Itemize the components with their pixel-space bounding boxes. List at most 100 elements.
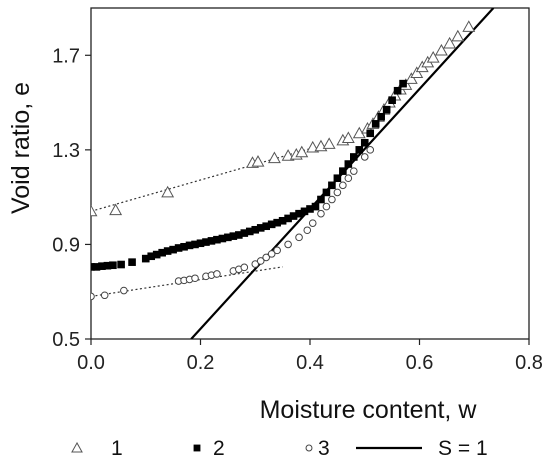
- legend-label-4: S = 1: [438, 437, 488, 460]
- data-point-series-2: [306, 205, 314, 213]
- data-point-series-2: [109, 261, 117, 270]
- data-point-series-3: [91, 292, 95, 301]
- data-point-series-2: [235, 231, 243, 239]
- data-point-series-3: [317, 209, 325, 218]
- data-point-series-1: [267, 151, 281, 164]
- data-point-series-2: [128, 258, 136, 266]
- data-point-series-2: [393, 86, 402, 95]
- data-point-series-2: [229, 232, 238, 240]
- data-point-series-1: [341, 131, 355, 144]
- data-point-series-2: [267, 220, 276, 229]
- data-point-series-2: [185, 241, 194, 250]
- data-point-series-3: [191, 274, 199, 283]
- data-point-series-1: [426, 51, 440, 63]
- x-tick-label: 0.0: [77, 352, 105, 374]
- data-point-series-2: [141, 254, 150, 263]
- legend-label-2: 2: [213, 437, 225, 460]
- x-tick-label: 0.2: [187, 352, 215, 374]
- data-point-series-2: [169, 245, 177, 254]
- data-point-series-3: [339, 181, 347, 190]
- legend-label-3: 3: [318, 437, 330, 460]
- data-point-series-2: [213, 235, 221, 244]
- legend-marker-filled-square: [193, 444, 201, 452]
- data-point-series-1: [443, 36, 457, 49]
- data-point-series-2: [245, 227, 254, 236]
- data-point-series-3: [100, 291, 109, 300]
- data-point-series-2: [328, 181, 336, 190]
- data-point-series-2: [262, 222, 270, 231]
- data-point-series-3: [322, 202, 331, 211]
- data-point-series-2: [103, 261, 112, 270]
- y-tick-label: 1.7: [52, 45, 80, 67]
- data-point-series-2: [399, 79, 407, 88]
- data-point-series-1: [295, 145, 309, 158]
- data-point-series-3: [262, 253, 271, 262]
- data-point-series-2: [284, 214, 292, 223]
- y-tick-label: 1.3: [52, 140, 80, 162]
- data-point-series-3: [267, 250, 276, 258]
- data-point-series-2: [202, 238, 210, 246]
- data-point-series-3: [256, 257, 265, 265]
- data-point-series-2: [98, 262, 106, 270]
- data-point-series-2: [355, 146, 364, 154]
- y-tick-label: 0.9: [52, 234, 80, 256]
- data-point-series-2: [152, 250, 161, 259]
- data-point-series-2: [300, 207, 309, 216]
- data-point-series-2: [158, 248, 166, 257]
- data-point-series-2: [273, 218, 281, 227]
- data-point-series-3: [308, 219, 317, 227]
- data-point-series-2: [377, 112, 385, 121]
- legend: 1 2 3 S = 1: [71, 437, 488, 460]
- x-tick-label: 0.4: [296, 352, 324, 374]
- legend-marker-open-triangle: [71, 441, 83, 453]
- data-point-series-2: [240, 229, 249, 237]
- data-point-series-2: [278, 216, 287, 225]
- data-point-series-3: [240, 263, 249, 272]
- x-axis-label: Moisture content, w: [260, 396, 478, 424]
- data-point-series-2: [371, 120, 380, 128]
- legend-label-1: 1: [111, 437, 123, 460]
- data-point-series-3: [350, 167, 358, 175]
- data-point-series-1: [404, 72, 418, 84]
- plot-area: [91, 8, 495, 339]
- data-point-series-2: [322, 188, 331, 197]
- data-point-series-1: [451, 29, 465, 42]
- data-point-series-3: [295, 233, 303, 242]
- data-point-series-1: [462, 20, 476, 32]
- y-axis-label: Void ratio, e: [7, 82, 35, 214]
- x-axis: 0.0 0.2 0.4 0.6 0.8: [77, 339, 543, 374]
- data-point-series-1: [322, 137, 336, 149]
- data-point-series-2: [317, 195, 325, 204]
- data-point-series-1: [410, 66, 424, 78]
- data-point-series-2: [333, 174, 342, 183]
- data-point-series-2: [224, 233, 232, 242]
- data-point-series-3: [303, 226, 312, 235]
- data-point-series-3: [213, 270, 221, 278]
- legend-marker-open-circle: [305, 444, 313, 452]
- data-point-series-3: [120, 286, 128, 295]
- data-point-series-3: [366, 146, 375, 154]
- data-point-series-2: [256, 224, 265, 232]
- data-point-series-2: [163, 247, 172, 255]
- y-axis: 0.5 0.9 1.3 1.7: [52, 45, 91, 351]
- data-point-series-2: [174, 244, 183, 252]
- data-point-series-2: [289, 212, 298, 220]
- data-point-series-1: [109, 203, 123, 216]
- data-point-series-2: [207, 237, 216, 245]
- plot-border: [90, 7, 530, 340]
- data-point-series-3: [333, 188, 342, 197]
- data-point-series-2: [360, 138, 369, 147]
- data-point-series-2: [295, 209, 303, 218]
- data-point-series-2: [339, 167, 347, 175]
- data-point-series-1: [91, 204, 98, 217]
- data-point-series-2: [92, 263, 101, 271]
- y-tick-label: 0.5: [52, 329, 80, 351]
- x-tick-label: 0.8: [515, 352, 543, 374]
- data-point-series-2: [366, 129, 375, 138]
- data-point-series-2: [147, 252, 156, 261]
- plot-frame: [90, 7, 530, 340]
- data-point-series-3: [360, 153, 369, 161]
- data-point-series-2: [218, 234, 227, 243]
- data-point-series-3: [273, 246, 281, 255]
